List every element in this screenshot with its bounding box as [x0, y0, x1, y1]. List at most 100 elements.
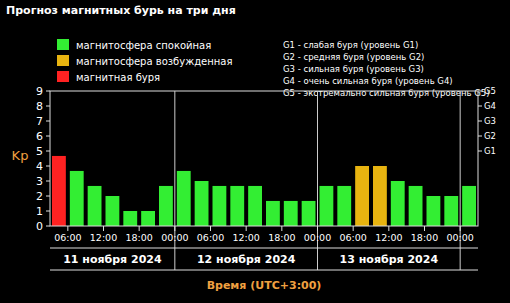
x-tick — [210, 226, 211, 231]
y-tick — [46, 226, 50, 227]
x-tick — [139, 226, 140, 231]
bar — [409, 186, 423, 226]
y2-tick — [478, 136, 482, 137]
bar — [70, 171, 84, 226]
bar — [159, 186, 173, 226]
x-tick — [103, 226, 104, 231]
bar — [373, 166, 387, 226]
date-row-line — [50, 248, 478, 249]
date-row-line — [50, 270, 478, 271]
day-separator — [174, 91, 175, 270]
x-tick-label: 12:00 — [90, 232, 117, 243]
bar — [52, 156, 66, 226]
x-tick-label: 12:00 — [375, 232, 402, 243]
x-tick — [353, 226, 354, 231]
y-tick-label: 0 — [36, 220, 43, 233]
x-tick — [424, 226, 425, 231]
bar — [230, 186, 244, 226]
day-separator — [460, 91, 461, 270]
g-legend: G5 - экстремально сильная буря (уровень … — [283, 88, 490, 98]
bar — [177, 171, 191, 226]
legend-swatch — [57, 55, 69, 66]
y2-tick-label: G3 — [484, 116, 496, 126]
x-tick — [281, 226, 282, 231]
y-tick-label: 1 — [36, 205, 43, 218]
date-label: 11 ноября 2024 — [63, 253, 162, 266]
bar — [337, 186, 351, 226]
x-tick-label: 00:00 — [446, 232, 473, 243]
y-tick — [46, 166, 50, 167]
bar — [195, 181, 209, 226]
y-tick — [46, 121, 50, 122]
y2-tick-label: G2 — [484, 131, 496, 141]
bar — [248, 186, 262, 226]
x-tick-label: 18:00 — [268, 232, 295, 243]
bar — [266, 201, 280, 226]
x-tick — [460, 226, 461, 231]
y-tick-label: 6 — [36, 130, 43, 143]
bar — [320, 186, 334, 226]
x-tick-label: 18:00 — [411, 232, 438, 243]
bar — [88, 186, 102, 226]
day-separator — [317, 91, 318, 270]
x-tick — [174, 226, 175, 231]
date-label: 12 ноября 2024 — [197, 253, 296, 266]
legend-label: магнитная буря — [76, 72, 160, 83]
y-tick-label: 8 — [36, 100, 43, 113]
x-tick-label: 00:00 — [161, 232, 188, 243]
bar — [302, 201, 316, 226]
y-axis-label: Kp — [12, 148, 29, 163]
y-tick — [46, 196, 50, 197]
x-tick-label: 12:00 — [232, 232, 259, 243]
bar — [462, 186, 476, 226]
x-tick — [317, 226, 318, 231]
y-tick-label: 3 — [36, 175, 43, 188]
x-tick-label: 06:00 — [339, 232, 366, 243]
y-tick-label: 5 — [36, 145, 43, 158]
x-axis-label: Время (UTC+3:00) — [207, 279, 322, 292]
legend-swatch — [57, 39, 69, 50]
x-tick-label: 18:00 — [125, 232, 152, 243]
background — [0, 0, 510, 303]
y-tick-label: 7 — [36, 115, 43, 128]
y-tick — [46, 181, 50, 182]
bar — [106, 196, 120, 226]
x-tick — [246, 226, 247, 231]
plot-frame — [50, 91, 478, 226]
y-tick — [46, 136, 50, 137]
x-tick — [67, 226, 68, 231]
g-legend: G2 - средняя буря (уровень G2) — [283, 52, 424, 62]
x-tick-label: 00:00 — [304, 232, 331, 243]
y2-tick — [478, 121, 482, 122]
chart: Прогноз магнитных бурь на три дня магнито… — [0, 0, 510, 303]
bar — [391, 181, 405, 226]
date-label: 13 ноября 2024 — [340, 253, 439, 266]
bar — [427, 196, 441, 226]
g-legend: G4 - очень сильная буря (уровень G4) — [283, 76, 453, 86]
g-legend: G3 - сильная буря (уровень G3) — [283, 64, 424, 74]
legend-swatch — [57, 71, 69, 82]
y-tick — [46, 211, 50, 212]
y-tick — [46, 91, 50, 92]
title: Прогноз магнитных бурь на три дня — [6, 4, 236, 17]
y2-tick-label: G4 — [484, 101, 496, 111]
bar — [355, 166, 369, 226]
legend-label: магнитосфера возбужденная — [76, 56, 232, 67]
bar — [444, 196, 458, 226]
legend-label: магнитосфера спокойная — [76, 40, 211, 51]
x-tick-label: 06:00 — [197, 232, 224, 243]
y-tick-label: 2 — [36, 190, 43, 203]
bar — [284, 201, 298, 226]
y-tick — [46, 151, 50, 152]
y2-tick-label: G1 — [484, 146, 496, 156]
x-tick-label: 06:00 — [54, 232, 81, 243]
bar — [123, 211, 137, 226]
y2-tick-label: G5 — [484, 86, 496, 96]
x-tick — [388, 226, 389, 231]
y-tick-label: 4 — [36, 160, 43, 173]
y-tick — [46, 106, 50, 107]
g-legend: G1 - слабая буря (уровень G1) — [283, 40, 418, 50]
bar — [213, 186, 227, 226]
y2-tick — [478, 151, 482, 152]
y2-tick — [478, 106, 482, 107]
